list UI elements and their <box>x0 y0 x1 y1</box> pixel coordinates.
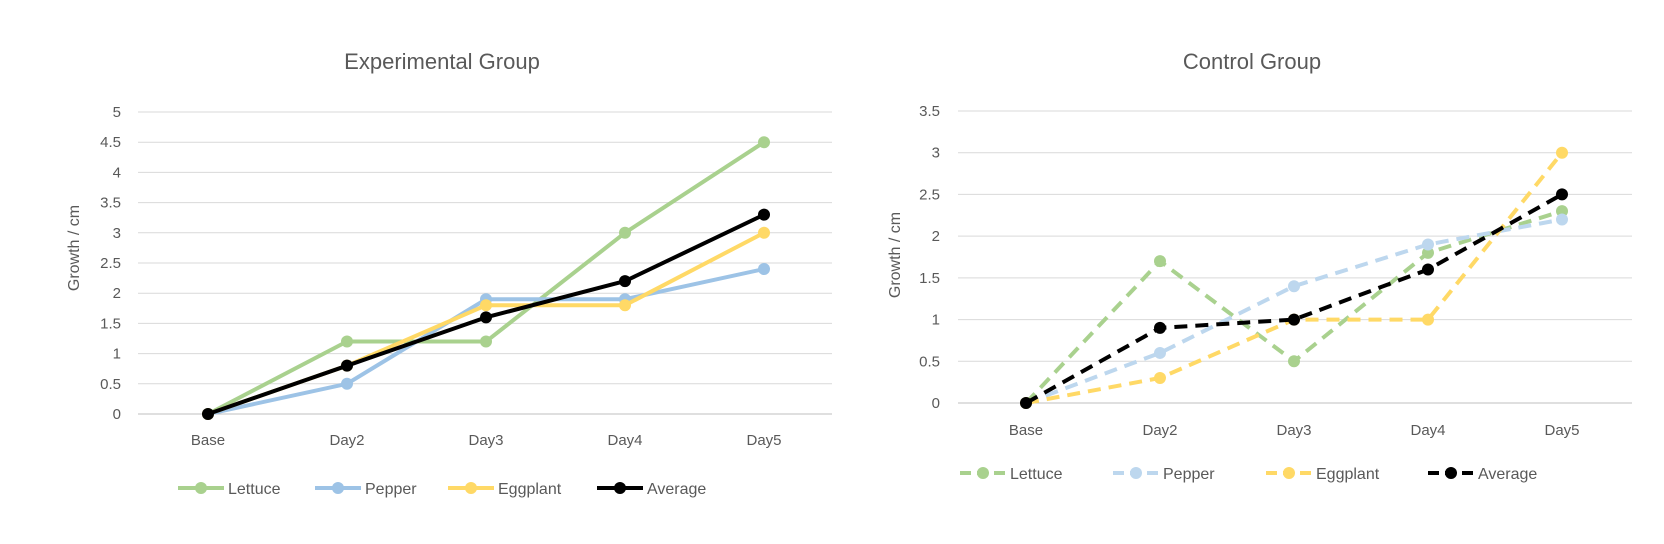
legend-label: Pepper <box>365 481 417 498</box>
legend-label: Lettuce <box>228 481 281 498</box>
experimental-group-chart: Experimental Group Growth / cm 0 0.5 1 1.5 2… <box>66 49 832 498</box>
y-tick-label: 2.5 <box>919 186 940 203</box>
data-point-eggplant <box>758 226 770 239</box>
y-tick-label: 5 <box>113 104 121 121</box>
y-tick-label: 3.5 <box>100 195 121 212</box>
data-point-lettuce <box>480 335 492 348</box>
data-point-average <box>758 208 770 221</box>
legend-marker <box>195 482 207 494</box>
data-point-average <box>1556 188 1568 201</box>
data-point-lettuce <box>341 335 353 348</box>
y-tick-label: 3.5 <box>919 103 940 120</box>
y-tick-label: 1 <box>932 312 940 329</box>
y-tick-label: 0.5 <box>919 353 940 370</box>
data-point-pepper <box>758 263 770 276</box>
y-axis-label: Growth / cm <box>887 212 904 298</box>
x-tick-label: Day4 <box>1410 422 1445 439</box>
legend-label: Lettuce <box>1010 466 1063 483</box>
data-point-pepper <box>1422 238 1434 251</box>
legend-item-average: Average <box>597 481 706 498</box>
data-point-pepper <box>1288 280 1300 293</box>
legend-item-pepper: Pepper <box>315 481 417 498</box>
y-tick-label: 4 <box>113 164 121 181</box>
x-tick-label: Day5 <box>1544 422 1579 439</box>
y-tick-label: 3 <box>932 145 940 162</box>
x-tick-label: Base <box>191 432 225 449</box>
legend-item-average: Average <box>1428 466 1537 483</box>
chart-title: Experimental Group <box>344 49 540 74</box>
legend-label: Average <box>647 481 706 498</box>
legend-label: Eggplant <box>498 481 562 498</box>
legend-item-pepper: Pepper <box>1113 466 1215 483</box>
y-tick-label: 1.5 <box>100 315 121 332</box>
x-tick-label: Day4 <box>607 432 642 449</box>
y-tick-label: 2 <box>113 285 121 302</box>
data-point-pepper <box>1556 213 1568 226</box>
legend-marker <box>1283 467 1295 479</box>
data-point-average <box>1288 313 1300 326</box>
data-point-lettuce <box>619 226 631 239</box>
y-tick-label: 2.5 <box>100 255 121 272</box>
legend-label: Eggplant <box>1316 466 1380 483</box>
legend-item-eggplant: Eggplant <box>448 481 562 498</box>
data-point-pepper <box>341 377 353 390</box>
y-tick-label: 4.5 <box>100 134 121 151</box>
x-tick-label: Day2 <box>329 432 364 449</box>
legend-item-lettuce: Lettuce <box>178 481 281 498</box>
legend-label: Pepper <box>1163 466 1215 483</box>
data-point-average <box>1020 397 1032 409</box>
legend-label: Average <box>1478 466 1537 483</box>
y-tick-label: 3 <box>113 225 121 242</box>
legend-marker <box>977 467 989 479</box>
y-tick-label: 2 <box>932 228 940 245</box>
data-point-eggplant <box>1154 371 1166 384</box>
y-tick-label: 0 <box>113 406 121 423</box>
legend-marker <box>1130 467 1142 479</box>
legend-marker <box>332 482 344 494</box>
chart-title: Control Group <box>1183 49 1321 74</box>
x-tick-label: Day5 <box>746 432 781 449</box>
data-point-eggplant <box>480 299 492 312</box>
legend-marker <box>614 482 626 494</box>
data-point-average <box>1422 263 1434 276</box>
data-point-average <box>341 359 353 372</box>
data-point-eggplant <box>1556 146 1568 159</box>
data-point-lettuce <box>1288 355 1300 368</box>
data-point-average <box>619 275 631 288</box>
x-tick-label: Day2 <box>1142 422 1177 439</box>
y-tick-label: 1.5 <box>919 270 940 287</box>
data-point-lettuce <box>758 136 770 149</box>
data-point-average <box>202 408 214 420</box>
data-point-average <box>1154 321 1166 334</box>
y-tick-label: 0.5 <box>100 376 121 393</box>
series-line-pepper <box>1025 217 1563 405</box>
series-average <box>202 208 770 420</box>
data-point-average <box>480 311 492 324</box>
data-point-pepper <box>1154 346 1166 359</box>
series-lettuce <box>202 136 770 420</box>
data-point-lettuce <box>1154 255 1166 268</box>
series-average <box>1020 188 1568 409</box>
x-tick-label: Base <box>1009 422 1043 439</box>
y-tick-label: 0 <box>932 395 940 412</box>
legend-marker <box>1445 467 1457 479</box>
data-point-lettuce <box>1556 205 1568 218</box>
legend-item-lettuce: Lettuce <box>960 466 1063 483</box>
y-axis-label: Growth / cm <box>66 205 83 291</box>
legend-marker <box>465 482 477 494</box>
y-tick-label: 1 <box>113 346 121 363</box>
data-point-eggplant <box>619 299 631 312</box>
legend-item-eggplant: Eggplant <box>1266 466 1380 483</box>
x-tick-label: Day3 <box>1276 422 1311 439</box>
data-point-eggplant <box>1422 313 1434 326</box>
series-pepper <box>1020 213 1568 409</box>
series-pepper <box>202 263 770 420</box>
x-tick-label: Day3 <box>468 432 503 449</box>
data-point-lettuce <box>1422 246 1434 259</box>
control-group-chart: Control Group Growth / cm 0 0.5 1 1.5 2 2.5 3 3… <box>887 49 1632 483</box>
